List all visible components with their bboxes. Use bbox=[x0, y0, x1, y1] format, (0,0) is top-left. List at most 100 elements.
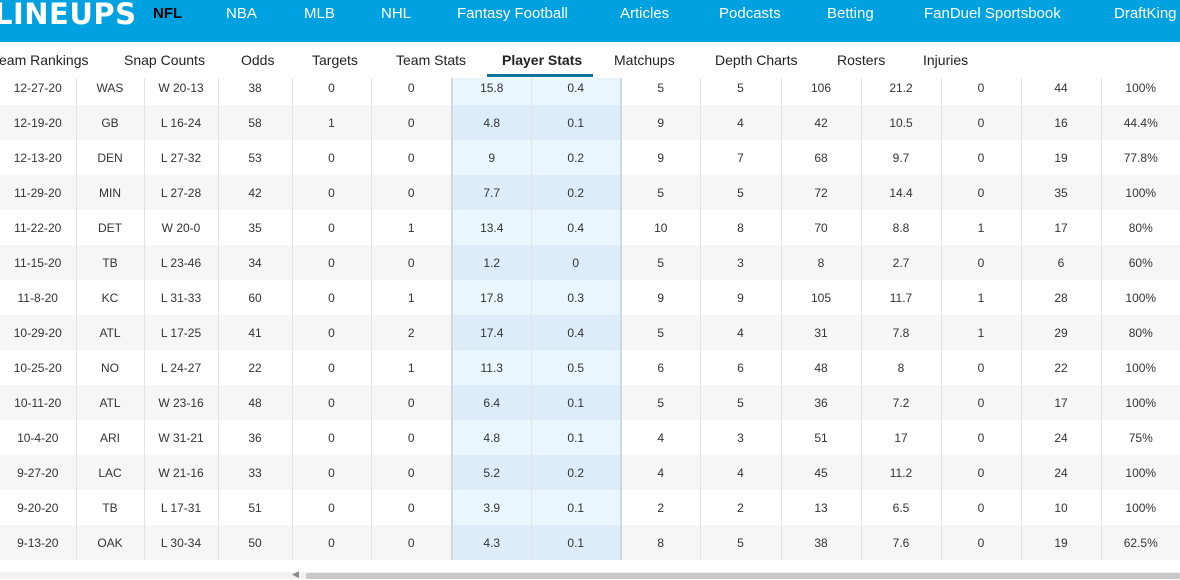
table-cell: 5 bbox=[621, 245, 701, 280]
top-navigation-bar: LINEUPS NFL NBA MLB NHL Fantasy Football… bbox=[0, 0, 1180, 42]
table-cell: 0 bbox=[371, 245, 453, 280]
nav-podcasts[interactable]: Podcasts bbox=[719, 5, 781, 22]
table-cell: 51 bbox=[781, 420, 862, 455]
table-cell: 4 bbox=[700, 105, 782, 140]
table-cell: 7.8 bbox=[861, 315, 942, 350]
tab-depth-charts[interactable]: Depth Charts bbox=[715, 52, 798, 68]
table-cell: 21.2 bbox=[861, 78, 942, 105]
table-cell: 68 bbox=[781, 140, 862, 175]
table-cell: 100% bbox=[1125, 80, 1157, 95]
table-cell: 60 bbox=[218, 280, 293, 315]
table-cell: KC bbox=[76, 280, 145, 315]
table-cell: 10-29-20 bbox=[0, 315, 77, 350]
table-cell: 1 bbox=[292, 105, 372, 140]
table-cell: 17 bbox=[861, 420, 942, 455]
tab-targets[interactable]: Targets bbox=[312, 52, 358, 68]
table-cell: 5 bbox=[621, 385, 701, 420]
table-cell: 2.7 bbox=[861, 245, 942, 280]
horizontal-scrollbar[interactable]: ◀ bbox=[0, 569, 1180, 579]
table-cell: 44.4% bbox=[1101, 105, 1180, 140]
table-cell: 48 bbox=[218, 385, 293, 420]
table-cell: 4 bbox=[621, 420, 701, 455]
table-cell: 2 bbox=[371, 315, 453, 350]
table-cell: 0 bbox=[941, 78, 1022, 105]
table-cell: 2 bbox=[621, 490, 701, 525]
nav-nba[interactable]: NBA bbox=[226, 5, 257, 22]
nav-fanduel-sportsbook[interactable]: FanDuel Sportsbook bbox=[924, 5, 1061, 22]
tab-snap-counts[interactable]: Snap Counts bbox=[124, 52, 205, 68]
table-row: 12-13-20 DEN L 27-32 53 0 0 9 0.2 9 7 68 9.7 0 19 77.8… bbox=[0, 140, 1180, 175]
table-cell: 44 bbox=[1021, 78, 1102, 105]
table-cell: 8 bbox=[621, 525, 701, 560]
table-cell: 0 bbox=[292, 525, 372, 560]
table-cell: 1 bbox=[941, 280, 1022, 315]
tab-rosters[interactable]: Rosters bbox=[837, 52, 886, 68]
table-cell: 3.9 bbox=[451, 490, 532, 525]
table-cell: 0.1 bbox=[531, 525, 622, 560]
nav-articles[interactable]: Articles bbox=[620, 5, 670, 22]
tab-odds[interactable]: Odds bbox=[241, 52, 275, 68]
nav-fantasy-football[interactable]: Fantasy Football bbox=[457, 5, 568, 22]
tab-player-stats[interactable]: Player Stats bbox=[502, 52, 583, 68]
table-cell: 4.8 bbox=[451, 105, 532, 140]
table-cell: 1.2 bbox=[451, 245, 532, 280]
table-cell: 5.2 bbox=[451, 455, 532, 490]
table-cell: TB bbox=[76, 245, 145, 280]
table-cell: W 20-0 bbox=[144, 210, 219, 245]
table-cell: 29 bbox=[1021, 315, 1102, 350]
active-tab-underline bbox=[487, 74, 593, 77]
table-cell: 0.1 bbox=[531, 105, 622, 140]
table-cell: 6 bbox=[1021, 245, 1102, 280]
table-cell: 0 bbox=[941, 245, 1022, 280]
nav-nhl[interactable]: NHL bbox=[381, 5, 412, 22]
table-cell: 14.4 bbox=[861, 175, 942, 210]
tab-team-rankings[interactable]: Team Rankings bbox=[0, 52, 89, 68]
table-cell: 28 bbox=[1021, 280, 1102, 315]
table-cell: 42 bbox=[781, 105, 862, 140]
table-cell: MIN bbox=[76, 175, 145, 210]
tab-team-stats[interactable]: Team Stats bbox=[396, 52, 467, 68]
table-row: 10-25-20 NO L 24-27 22 0 1 11.3 0.5 6 6 48 8 0 22 100% bbox=[0, 350, 1180, 385]
table-cell: 8 bbox=[861, 350, 942, 385]
player-stats-table-container[interactable]: 12-27-20 WAS W 20-13 38 0 0 15.8 0.4 5 5 106 21.2 0 4… bbox=[0, 78, 1180, 572]
nav-draftkings[interactable]: DraftKing bbox=[1114, 5, 1177, 22]
table-cell: 2 bbox=[700, 490, 782, 525]
table-cell: 0 bbox=[371, 175, 453, 210]
table-cell: DEN bbox=[76, 140, 145, 175]
table-cell: 22 bbox=[218, 350, 293, 385]
table-cell: 17.4 bbox=[451, 315, 532, 350]
table-cell: L 17-31 bbox=[144, 490, 219, 525]
nav-mlb[interactable]: MLB bbox=[304, 5, 335, 22]
table-cell: 100% bbox=[1101, 385, 1180, 420]
table-cell: 6 bbox=[700, 350, 782, 385]
table-row: 11-22-20 DET W 20-0 35 0 1 13.4 0.4 10 8 70 8.8 1 17 8… bbox=[0, 210, 1180, 245]
table-cell: 100% bbox=[1101, 455, 1180, 490]
table-cell: 7 bbox=[700, 140, 782, 175]
table-cell: 35 bbox=[1021, 175, 1102, 210]
table-cell: 9-13-20 bbox=[0, 525, 77, 560]
nav-betting[interactable]: Betting bbox=[827, 5, 874, 22]
table-cell: 5 bbox=[621, 78, 701, 105]
table-row: 11-15-20 TB L 23-46 34 0 0 1.2 0 5 3 8 2.7 0 6 60% bbox=[0, 245, 1180, 280]
table-row: 10-11-20 ATL W 23-16 48 0 0 6.4 0.1 5 5 36 7.2 0 17 10… bbox=[0, 385, 1180, 420]
table-cell: 0.4 bbox=[531, 78, 622, 105]
table-cell: 62.5% bbox=[1101, 525, 1180, 560]
tab-matchups[interactable]: Matchups bbox=[614, 52, 675, 68]
table-cell: 75% bbox=[1128, 430, 1153, 445]
table-cell: 60% bbox=[1101, 245, 1180, 280]
table-cell: 9.7 bbox=[861, 140, 942, 175]
scrollbar-thumb[interactable] bbox=[306, 573, 1180, 579]
table-cell: 0 bbox=[941, 420, 1022, 455]
nav-nfl[interactable]: NFL bbox=[153, 5, 183, 22]
scroll-left-arrow-icon[interactable]: ◀ bbox=[292, 569, 299, 579]
site-logo[interactable]: LINEUPS bbox=[0, 0, 137, 31]
tab-injuries[interactable]: Injuries bbox=[923, 52, 969, 68]
table-cell: 6 bbox=[621, 350, 701, 385]
table-cell: ARI bbox=[76, 420, 145, 455]
table-cell: 50 bbox=[218, 525, 293, 560]
table-cell: 0 bbox=[292, 175, 372, 210]
table-row: 9-27-20 LAC W 21-16 33 0 0 5.2 0.2 4 4 45 11.2 0 24 10… bbox=[0, 455, 1180, 490]
table-cell: OAK bbox=[76, 525, 145, 560]
sub-navigation-bar: Team Rankings Snap Counts Odds Targets T… bbox=[0, 42, 1180, 78]
table-cell: 0.3 bbox=[531, 280, 622, 315]
